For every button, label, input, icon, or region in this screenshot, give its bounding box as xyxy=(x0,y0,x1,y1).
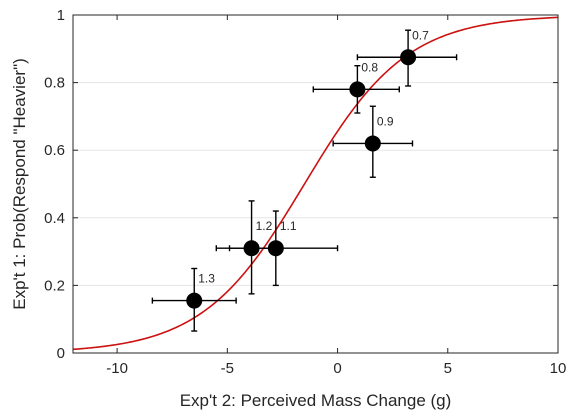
x-axis-label: Exp't 2: Perceived Mass Change (g) xyxy=(180,391,452,410)
y-tick-label-2: 0.4 xyxy=(44,210,65,227)
x-tick-label-0: -10 xyxy=(106,360,128,377)
data-point-5 xyxy=(400,49,417,66)
point-labels: 1.3 1.2 1.1 0.8 0.9 0.7 xyxy=(198,28,429,285)
data-point-1 xyxy=(243,240,260,257)
plot-frame xyxy=(72,14,559,354)
data-points xyxy=(186,49,417,309)
data-point-2 xyxy=(267,240,284,257)
point-label-4: 0.9 xyxy=(377,114,394,128)
x-axis-ticks: -10 -5 0 5 10 xyxy=(106,15,566,377)
y-tick-label-0: 0 xyxy=(57,345,65,362)
y-tick-label-5: 1 xyxy=(57,7,65,24)
y-tick-label-4: 0.8 xyxy=(44,75,65,92)
point-label-2: 1.1 xyxy=(280,219,297,233)
data-point-0 xyxy=(186,292,203,309)
fit-curve xyxy=(72,16,559,351)
x-tick-label-3: 5 xyxy=(444,360,452,377)
point-label-0: 1.3 xyxy=(198,272,215,286)
point-label-3: 0.8 xyxy=(361,60,378,74)
fit-curve-group xyxy=(72,16,559,351)
error-bars xyxy=(151,29,458,332)
x-tick-label-4: 10 xyxy=(550,360,567,377)
y-tick-label-3: 0.6 xyxy=(44,142,65,159)
x-tick-label-2: 0 xyxy=(333,360,341,377)
x-tick-label-1: -5 xyxy=(221,360,234,377)
y-tick-label-1: 0.2 xyxy=(44,277,65,294)
y-axis-label: Exp't 1: Prob(Respond "Heavier") xyxy=(10,58,29,310)
grid-lines xyxy=(73,82,558,286)
point-label-5: 0.7 xyxy=(412,28,429,42)
point-label-1: 1.2 xyxy=(256,219,273,233)
data-point-4 xyxy=(364,135,381,152)
data-point-3 xyxy=(349,81,366,98)
y-axis-ticks: 0 0.2 0.4 0.6 0.8 1 xyxy=(44,7,558,362)
